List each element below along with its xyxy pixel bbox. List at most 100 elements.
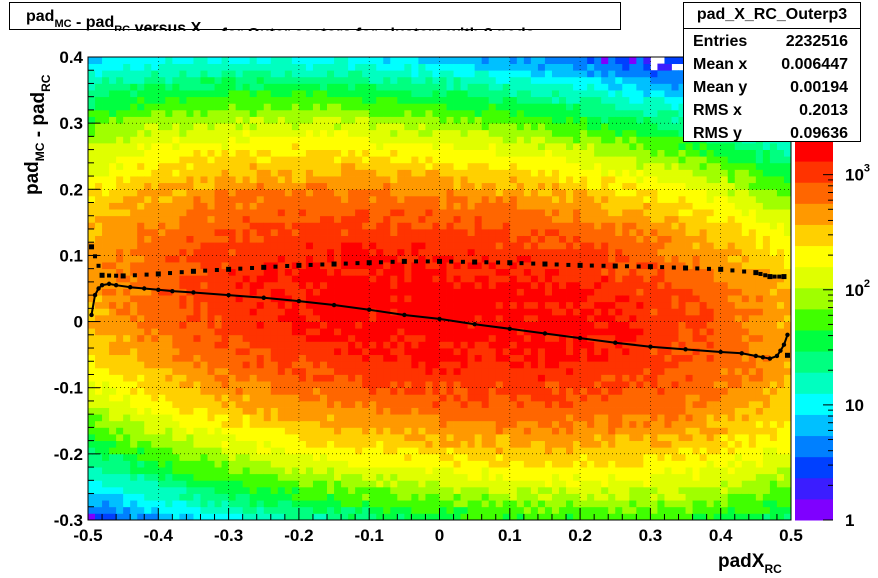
heatmap-cell bbox=[369, 228, 377, 236]
heatmap-cell bbox=[116, 268, 124, 276]
heatmap-cell bbox=[334, 109, 342, 117]
heatmap-cell bbox=[446, 295, 454, 303]
heatmap-cell bbox=[327, 96, 335, 104]
heatmap-cell bbox=[390, 453, 398, 461]
heatmap-cell bbox=[207, 453, 215, 461]
heatmap-cell bbox=[277, 209, 286, 217]
heatmap-cell bbox=[179, 453, 187, 461]
heatmap-cell bbox=[488, 440, 497, 448]
heatmap-cell bbox=[425, 83, 433, 91]
heatmap-cell bbox=[551, 473, 560, 481]
heatmap-cell bbox=[298, 255, 307, 263]
heatmap-cell bbox=[193, 202, 201, 210]
heatmap-cell bbox=[516, 400, 525, 408]
heatmap-cell bbox=[193, 374, 201, 382]
heatmap-cell bbox=[312, 70, 321, 78]
heatmap-cell bbox=[123, 156, 131, 164]
heatmap-cell bbox=[502, 427, 511, 435]
heatmap-cell bbox=[284, 500, 293, 508]
heatmap-cell bbox=[158, 149, 166, 157]
heatmap-cell bbox=[397, 381, 405, 389]
heatmap-cell bbox=[179, 262, 187, 270]
heatmap-cell bbox=[256, 453, 265, 461]
heatmap-cell bbox=[587, 400, 595, 408]
heatmap-cell bbox=[537, 76, 546, 84]
heatmap-cell bbox=[270, 374, 279, 382]
heatmap-cell bbox=[109, 440, 117, 448]
heatmap-cell bbox=[102, 328, 110, 336]
heatmap-cell bbox=[341, 268, 349, 276]
heatmap-cell bbox=[214, 407, 222, 415]
heatmap-cell bbox=[362, 63, 370, 71]
heatmap-cell bbox=[305, 394, 314, 402]
heatmap-cell bbox=[221, 440, 229, 448]
heatmap-cell bbox=[207, 182, 215, 190]
heatmap-cell bbox=[383, 354, 391, 362]
heatmap-cell bbox=[355, 400, 363, 408]
heatmap-cell bbox=[551, 447, 560, 455]
heatmap-cell bbox=[193, 149, 201, 157]
heatmap-cell bbox=[256, 513, 265, 521]
heatmap-cell bbox=[460, 334, 469, 342]
heatmap-cell bbox=[559, 242, 567, 250]
heatmap-cell bbox=[383, 176, 391, 184]
heatmap-cell bbox=[348, 136, 356, 144]
heatmap-cell bbox=[214, 136, 222, 144]
heatmap-cell bbox=[151, 255, 159, 263]
heatmap-cell bbox=[270, 215, 279, 223]
heatmap-cell bbox=[277, 387, 286, 395]
heatmap-cell bbox=[137, 361, 145, 369]
heatmap-cell bbox=[214, 90, 222, 98]
heatmap-cell bbox=[573, 453, 581, 461]
heatmap-cell bbox=[334, 83, 342, 91]
heatmap-cell bbox=[362, 420, 370, 428]
heatmap-cell bbox=[186, 493, 194, 501]
heatmap-cell bbox=[95, 63, 103, 71]
heatmap-cell bbox=[334, 493, 342, 501]
heatmap-cell bbox=[109, 142, 117, 150]
heatmap-cell bbox=[263, 63, 272, 71]
heatmap-cell bbox=[242, 248, 251, 256]
heatmap-cell bbox=[418, 116, 426, 124]
heatmap-cell bbox=[418, 506, 426, 514]
heatmap-cell bbox=[102, 222, 110, 230]
heatmap-cell bbox=[151, 367, 159, 375]
heatmap-cell bbox=[439, 301, 447, 309]
heatmap-cell bbox=[284, 162, 293, 170]
heatmap-cell bbox=[390, 182, 398, 190]
heatmap-cell bbox=[235, 361, 244, 369]
heatmap-cell bbox=[334, 414, 342, 422]
heatmap-cell bbox=[165, 202, 173, 210]
heatmap-cell bbox=[390, 427, 398, 435]
heatmap-cell bbox=[305, 242, 314, 250]
heatmap-cell bbox=[432, 467, 440, 475]
heatmap-cell bbox=[214, 387, 222, 395]
heatmap-cell bbox=[495, 486, 504, 494]
heatmap-cell bbox=[495, 314, 504, 322]
heatmap-cell bbox=[348, 486, 356, 494]
heatmap-cell bbox=[559, 400, 567, 408]
heatmap-cell bbox=[383, 123, 391, 131]
heatmap-cell bbox=[453, 367, 461, 375]
heatmap-cell bbox=[221, 434, 229, 442]
heatmap-cell bbox=[130, 96, 138, 104]
heatmap-cell bbox=[530, 500, 539, 508]
heatmap-cell bbox=[214, 96, 222, 104]
heatmap-cell bbox=[291, 176, 300, 184]
heatmap-cell bbox=[179, 169, 187, 177]
heatmap-cell bbox=[116, 235, 124, 243]
heatmap-cell bbox=[242, 321, 251, 329]
heatmap-cell bbox=[559, 90, 567, 98]
heatmap-cell bbox=[327, 387, 335, 395]
heatmap-cell bbox=[319, 513, 328, 521]
heatmap-cell bbox=[277, 202, 286, 210]
heatmap-cell bbox=[165, 109, 173, 117]
heatmap-cell bbox=[319, 182, 328, 190]
heatmap-cell bbox=[495, 328, 504, 336]
heatmap-cell bbox=[151, 407, 159, 415]
heatmap-cell bbox=[172, 123, 180, 131]
heatmap-cell bbox=[355, 70, 363, 78]
heatmap-cell bbox=[137, 156, 145, 164]
heatmap-cell bbox=[158, 215, 166, 223]
heatmap-cell bbox=[348, 222, 356, 230]
